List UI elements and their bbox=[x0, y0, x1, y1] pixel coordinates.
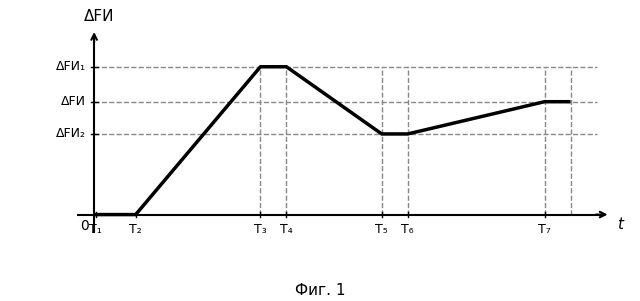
Text: T₂: T₂ bbox=[129, 223, 142, 236]
Text: t: t bbox=[618, 217, 623, 232]
Text: ΔFИ₁: ΔFИ₁ bbox=[56, 60, 86, 73]
Text: T₃: T₃ bbox=[254, 223, 267, 236]
Text: Фиг. 1: Фиг. 1 bbox=[295, 283, 345, 298]
Text: ΔFИ₂: ΔFИ₂ bbox=[56, 127, 86, 141]
Text: T₁: T₁ bbox=[90, 223, 102, 236]
Text: 0: 0 bbox=[80, 219, 89, 233]
Text: ΔFИ: ΔFИ bbox=[60, 95, 86, 108]
Text: T₇: T₇ bbox=[538, 223, 551, 236]
Text: T₄: T₄ bbox=[280, 223, 293, 236]
Text: T₅: T₅ bbox=[375, 223, 388, 236]
Text: T₆: T₆ bbox=[401, 223, 414, 236]
Text: ΔFИ: ΔFИ bbox=[84, 9, 114, 24]
